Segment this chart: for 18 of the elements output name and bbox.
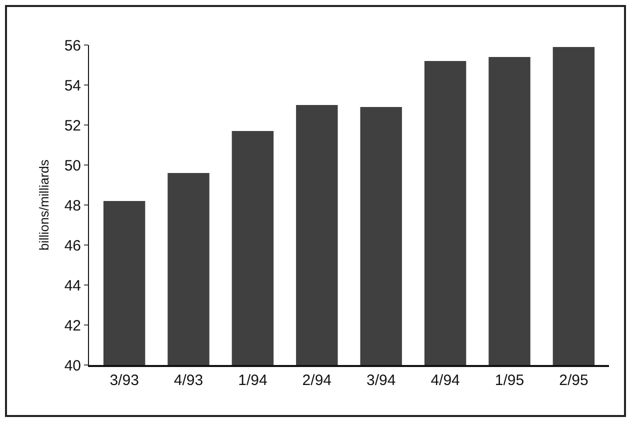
y-tick-label: 48 [64, 197, 81, 214]
y-tick-label: 54 [64, 77, 81, 94]
y-tick-label: 44 [64, 277, 81, 294]
x-tick-label: 4/93 [174, 372, 204, 389]
x-tick-label: 1/94 [238, 372, 268, 389]
x-tick-label: 3/93 [110, 372, 139, 389]
y-tick-label: 56 [64, 37, 81, 54]
y-axis-title: billions/milliards [36, 158, 52, 251]
y-tick-label: 40 [64, 357, 81, 374]
y-tick-label: 46 [64, 237, 81, 254]
x-tick-label: 3/94 [366, 372, 396, 389]
x-tick-label: 2/95 [559, 372, 588, 389]
y-tick-label: 52 [64, 117, 81, 134]
y-tick-label: 42 [64, 317, 81, 334]
x-tick-label: 4/94 [430, 372, 460, 389]
y-tick-label: 50 [64, 157, 81, 174]
x-tick-label: 1/95 [494, 372, 524, 389]
x-tick-label: 2/94 [302, 372, 332, 389]
